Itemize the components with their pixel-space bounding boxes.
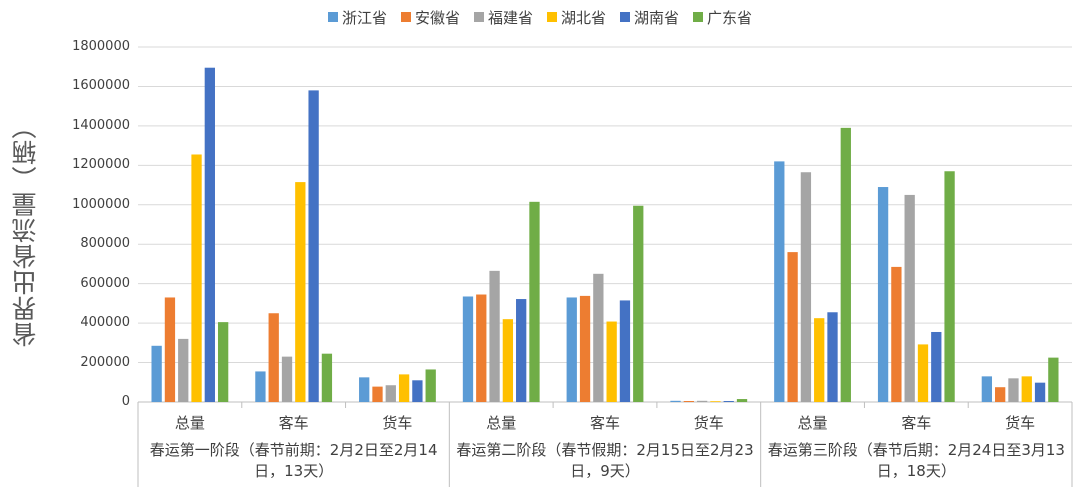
bar bbox=[995, 387, 1006, 402]
x-category-label: 货车 bbox=[1005, 414, 1036, 432]
bar bbox=[944, 171, 955, 402]
legend-swatch bbox=[693, 12, 704, 22]
bar bbox=[151, 345, 162, 402]
legend-item: 安徽省 bbox=[400, 7, 460, 28]
legend-label: 广东省 bbox=[707, 8, 753, 27]
bar bbox=[308, 90, 319, 402]
bar bbox=[502, 319, 514, 402]
legend-swatch bbox=[400, 12, 411, 22]
y-axis-title: 省界出省流量（辆） bbox=[11, 113, 40, 347]
y-tick-label: 600000 bbox=[80, 275, 130, 291]
x-group-label: 春运第三阶段（春节后期：2月24日至3月13日，18天） bbox=[767, 441, 1065, 480]
bar bbox=[633, 205, 644, 402]
y-tick-label: 1000000 bbox=[72, 196, 130, 212]
bar bbox=[1008, 378, 1019, 402]
bar bbox=[814, 318, 825, 402]
x-category-label: 客车 bbox=[278, 414, 309, 432]
bar bbox=[321, 353, 333, 402]
legend-label: 浙江省 bbox=[341, 8, 387, 27]
x-category-label: 总量 bbox=[174, 414, 205, 432]
bar bbox=[877, 187, 889, 402]
bar bbox=[255, 371, 266, 402]
legend-item: 浙江省 bbox=[327, 7, 387, 28]
bar bbox=[917, 344, 929, 402]
bar bbox=[529, 201, 540, 402]
bar bbox=[412, 380, 423, 402]
legend-label: 安徽省 bbox=[414, 8, 460, 27]
x-group-label: 春运第二阶段（春节假期：2月15日至2月23日，9天） bbox=[456, 441, 754, 480]
legend-item: 福建省 bbox=[473, 7, 533, 28]
x-category-label: 总量 bbox=[486, 414, 517, 432]
bar bbox=[1021, 376, 1032, 402]
x-category-label: 货车 bbox=[693, 414, 724, 432]
x-category-label: 客车 bbox=[589, 414, 620, 432]
x-group-label: 春运第一阶段（春节前期：2月2日至2月14日，13天） bbox=[149, 441, 438, 480]
legend-label: 湖南省 bbox=[634, 8, 680, 27]
legend-item: 湖北省 bbox=[547, 7, 606, 28]
y-tick-label: 800000 bbox=[80, 236, 130, 252]
bar bbox=[462, 296, 474, 402]
bar bbox=[800, 172, 812, 402]
bar bbox=[606, 321, 617, 402]
x-category-label: 货车 bbox=[382, 414, 413, 432]
bar bbox=[904, 194, 915, 402]
bar bbox=[593, 273, 604, 402]
bar bbox=[670, 400, 681, 402]
bar bbox=[931, 331, 942, 402]
bar bbox=[359, 377, 370, 402]
y-tick-label: 1400000 bbox=[72, 117, 130, 133]
bar bbox=[281, 356, 293, 402]
y-tick-label: 1600000 bbox=[72, 78, 130, 94]
x-category-label: 总量 bbox=[797, 414, 828, 432]
legend-label: 福建省 bbox=[487, 8, 533, 27]
y-tick-label: 400000 bbox=[80, 315, 130, 331]
y-tick-label: 1800000 bbox=[72, 39, 130, 54]
bar bbox=[736, 399, 748, 402]
legend: 浙江省 安徽省 福建省 湖北省 湖南省 广东省 bbox=[0, 6, 1080, 28]
bar bbox=[787, 252, 798, 402]
bar bbox=[204, 67, 215, 402]
legend-item: 湖南省 bbox=[620, 7, 679, 28]
bar bbox=[723, 401, 734, 402]
bar bbox=[840, 127, 851, 402]
bar bbox=[619, 300, 631, 402]
bar bbox=[217, 322, 229, 402]
bar bbox=[385, 385, 396, 402]
bar bbox=[398, 374, 410, 402]
legend-swatch bbox=[620, 12, 631, 22]
bar bbox=[683, 401, 694, 402]
bar bbox=[476, 294, 487, 402]
bar bbox=[516, 299, 527, 402]
legend-swatch bbox=[473, 12, 484, 22]
y-tick-label: 0 bbox=[121, 394, 130, 409]
y-tick-label: 200000 bbox=[80, 354, 130, 370]
bar bbox=[268, 313, 279, 402]
legend-item: 广东省 bbox=[693, 7, 752, 28]
bar bbox=[372, 386, 383, 402]
bar bbox=[891, 266, 902, 402]
bar bbox=[425, 369, 436, 402]
bar bbox=[178, 338, 189, 402]
y-tick-label: 1200000 bbox=[72, 157, 130, 173]
bar bbox=[1048, 357, 1059, 402]
bar bbox=[191, 154, 202, 402]
bar bbox=[295, 182, 306, 402]
legend-swatch bbox=[547, 12, 557, 22]
bar bbox=[981, 376, 993, 402]
bar bbox=[579, 295, 591, 402]
legend-swatch bbox=[327, 12, 338, 22]
legend-label: 湖北省 bbox=[561, 8, 607, 27]
bar bbox=[1034, 382, 1046, 402]
bar bbox=[827, 312, 838, 402]
bar bbox=[774, 161, 785, 402]
bar bbox=[489, 270, 500, 402]
bar bbox=[696, 400, 708, 402]
x-category-label: 客车 bbox=[901, 414, 932, 432]
bar bbox=[164, 297, 176, 402]
bar bbox=[710, 401, 721, 402]
bar bbox=[566, 297, 577, 402]
